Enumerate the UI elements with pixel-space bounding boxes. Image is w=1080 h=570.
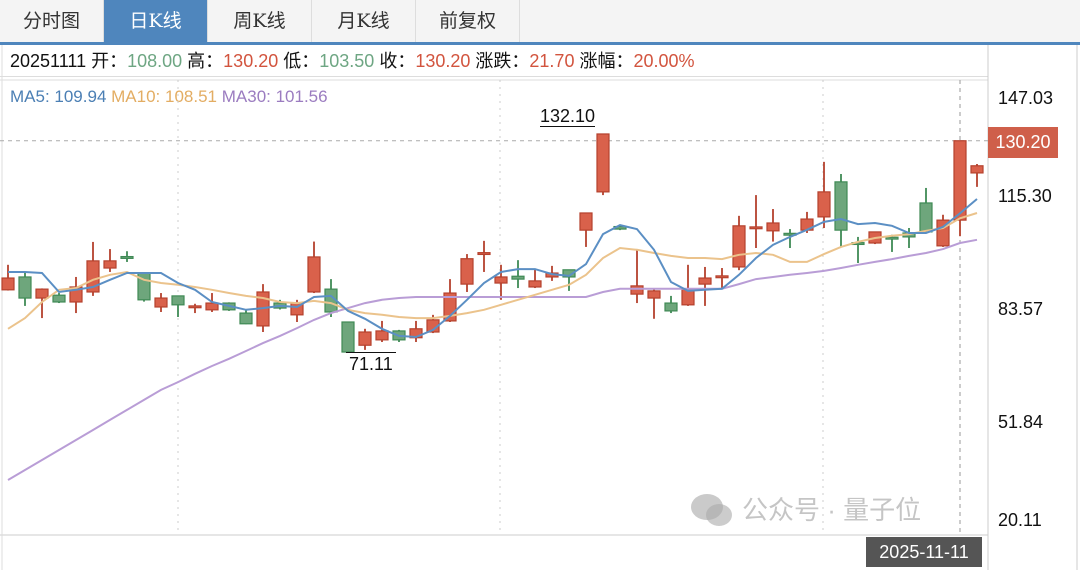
close-label: 收：: [379, 51, 416, 71]
high-label: 高：: [187, 51, 224, 71]
low-label: 低：: [283, 51, 320, 71]
candle-up: [766, 222, 780, 232]
candle-up: [358, 331, 372, 346]
candle-up: [477, 252, 491, 256]
ma10-line: [7, 212, 978, 330]
pct-label: 涨幅：: [579, 51, 634, 71]
candle-up: [1, 277, 15, 291]
tab-monthly-k[interactable]: 月K线: [312, 0, 416, 42]
candle-up: [307, 256, 321, 293]
candle-up: [715, 275, 729, 279]
candle-down: [664, 302, 678, 312]
candle-up: [647, 290, 661, 299]
watermark-text: 公众号 · 量子位: [742, 495, 922, 525]
high-value: 130.20: [223, 51, 279, 71]
crosshair-date-label: 2025-11-11: [866, 537, 982, 567]
candle-down: [511, 275, 525, 280]
candle-up: [732, 225, 746, 268]
close-value: 130.20: [415, 51, 471, 71]
low-value: 103.50: [319, 51, 375, 71]
candle-up: [494, 276, 508, 284]
change-label: 涨跌：: [475, 51, 530, 71]
y-tick-label: 20.11: [998, 510, 1042, 530]
open-label: 开：: [91, 51, 128, 71]
y-tick-label: 115.30: [998, 186, 1052, 206]
y-tick-label: 51.84: [998, 412, 1044, 432]
candle-down: [562, 269, 576, 278]
candle-up: [953, 140, 967, 221]
min-price-annotation: 71.11: [346, 352, 396, 375]
ma30-legend: MA30: 101.56: [221, 87, 328, 106]
candle-down: [120, 255, 134, 259]
candle-up: [528, 280, 542, 288]
open-value: 108.00: [127, 51, 183, 71]
y-tick-label: 83.57: [998, 299, 1044, 319]
wechat-icon: [691, 494, 732, 526]
ma-legend: MA5: 109.94 MA10: 108.51 MA30: 101.56: [0, 83, 328, 111]
info-date: 20251111: [10, 51, 87, 71]
candle-up: [460, 258, 474, 285]
candle-down: [171, 295, 185, 306]
candle-up: [103, 260, 117, 269]
candle-up: [188, 305, 202, 309]
ma5-line: [8, 198, 978, 339]
candle-down: [885, 236, 899, 240]
candle-down: [52, 294, 66, 303]
candle-up: [630, 285, 644, 295]
y-tick-label: 147.03: [998, 88, 1054, 108]
candle-up: [698, 277, 712, 285]
ma30-line: [7, 238, 978, 481]
candle-up: [596, 133, 610, 193]
max-price-annotation: 132.10: [540, 106, 596, 127]
candle-down: [834, 181, 848, 231]
candle-down: [341, 321, 355, 353]
candle-up: [817, 191, 831, 218]
ma10-legend: MA10: 108.51: [111, 87, 217, 106]
chart-period-tabs: 分时图 日K线 周K线 月K线 前复权: [0, 0, 1080, 45]
crosshair-price-label: 130.20: [988, 127, 1058, 158]
ma5-legend: MA5: 109.94: [10, 87, 107, 106]
candle-up: [86, 260, 100, 293]
pct-value: 20.00%: [633, 51, 695, 71]
candle-up: [154, 297, 168, 308]
tab-daily-k[interactable]: 日K线: [104, 0, 208, 42]
candle-down: [239, 312, 253, 325]
watermark: 公众号 · 量子位: [690, 492, 921, 528]
candle-down: [18, 276, 32, 299]
ohlc-info-bar: 20251111 开：108.00 高：130.20 低：103.50 收：13…: [0, 45, 988, 77]
candle-up: [375, 330, 389, 341]
candle-up: [205, 302, 219, 311]
candle-up: [35, 288, 49, 299]
candle-up: [970, 165, 984, 174]
tab-forward-adjusted[interactable]: 前复权: [416, 0, 520, 42]
candle-down: [919, 202, 933, 233]
tab-intraday[interactable]: 分时图: [0, 0, 104, 42]
change-value: 21.70: [529, 51, 575, 71]
tab-weekly-k[interactable]: 周K线: [208, 0, 312, 42]
candle-up: [749, 226, 763, 230]
candle-up: [579, 212, 593, 231]
